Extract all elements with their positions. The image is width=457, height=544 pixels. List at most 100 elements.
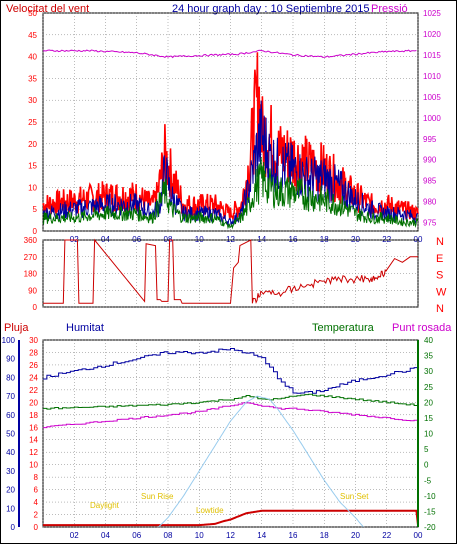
temp-axis-ticks: 02 04 06 08 10 12 14 16 18 20 22 000246810121416182… [2,336,436,540]
pressure-heading: Pressió [371,3,408,15]
y-tick-label: 45 [28,31,37,40]
humidity-heading: Humitat [66,322,104,334]
temperature-tick-label: 20 [424,398,433,407]
rain-tick-label: 70 [6,392,15,401]
y-tick-label: 20 [28,140,37,149]
lowtide-annotation: Lowtide [196,506,224,515]
y-tick-label: 35 [28,74,37,83]
y-tick-label: 0 [33,227,38,236]
dew-point-heading: Punt rosada [392,322,452,334]
y-tick-label: 5 [33,205,38,214]
rain-tick-label: 80 [6,373,15,382]
compass-label: N [436,303,444,315]
temperature-tick-label: 15 [424,414,433,423]
wind-series [42,49,419,230]
y-tick-label: 20 [29,398,38,407]
y-tick-label: 15 [28,162,37,171]
rain-tick-label: 0 [11,523,16,532]
y-right-tick-label: 1015 [423,51,441,60]
y-tick-label: 18 [29,411,38,420]
x-tick-label: 18 [320,531,329,540]
rain-tick-label: 30 [6,467,15,476]
temperature-tick-label: -5 [424,476,432,485]
y-right-tick-label: 1000 [423,114,441,123]
rain-line [43,509,419,527]
compass-label: E [436,253,443,265]
y-right-tick-label: 985 [423,177,437,186]
humidity-line [43,348,419,394]
y-tick-label: 6 [34,486,39,495]
y-right-tick-label: 1025 [423,9,441,18]
y-tick-label: 360 [24,236,38,245]
wind_speed-line [42,100,419,226]
direction-line [43,238,418,304]
temperature-tick-label: 30 [424,367,433,376]
y-right-tick-label: 975 [423,219,437,228]
x-tick-label: 10 [195,531,204,540]
pressure-line [42,49,417,59]
y-tick-label: 26 [29,361,38,370]
direction-series [43,238,418,304]
temperature-heading: Temperatura [312,322,375,334]
y-tick-label: 0 [33,303,38,312]
rain-tick-label: 50 [6,430,15,439]
rain-tick-label: 100 [2,336,16,345]
temperature-line [43,393,419,410]
compass-label: W [436,286,447,298]
sunset-annotation: Sun Set [340,492,369,501]
rain-tick-label: 90 [6,355,15,364]
x-tick-label: 06 [132,531,141,540]
y-tick-label: 270 [24,253,38,262]
y-tick-label: 16 [29,423,38,432]
y-tick-label: 25 [28,118,37,127]
y-tick-label: 90 [28,286,37,295]
rain-heading: Pluja [4,322,29,334]
temperature-tick-label: 5 [424,445,429,454]
x-tick-label: 22 [382,531,391,540]
temperature-tick-label: -10 [424,492,436,501]
y-right-tick-label: 1005 [423,93,441,102]
y-tick-label: 24 [29,373,38,382]
y-right-tick-label: 990 [423,156,437,165]
x-tick-label: 02 [70,531,79,540]
temp-series [43,348,419,528]
x-tick-label: 00 [414,531,423,540]
y-right-tick-label: 1010 [423,72,441,81]
sunrise-annotation: Sun Rise [141,492,174,501]
temperature-tick-label: 0 [424,461,429,470]
y-right-tick-label: 995 [423,135,437,144]
rain-tick-label: 60 [6,411,15,420]
y-tick-label: 30 [29,336,38,345]
x-tick-label: 08 [164,531,173,540]
y-tick-label: 22 [29,386,38,395]
y-tick-label: 12 [29,448,38,457]
wind-pressure-panel: 02 04 06 08 10 12 14 16 18 20 22 000510152025303540… [28,9,441,244]
y-tick-label: 10 [28,183,37,192]
wind-speed-heading: Velocitat del vent [6,3,89,15]
humidity-temperature-panel: 02 04 06 08 10 12 14 16 18 20 22 000246810121416182… [2,336,436,540]
dew_point-line [43,402,419,429]
temperature-tick-label: -15 [424,507,436,516]
y-right-tick-label: 1020 [423,30,441,39]
y-tick-label: 10 [29,461,38,470]
rain-tick-label: 40 [6,448,15,457]
y-tick-label: 4 [34,498,39,507]
y-tick-label: 50 [28,9,37,18]
x-tick-label: 04 [101,531,110,540]
temperature-tick-label: 25 [424,383,433,392]
x-tick-label: 20 [351,531,360,540]
temperature-tick-label: 10 [424,430,433,439]
x-tick-label: 16 [289,531,298,540]
temperature-tick-label: 35 [424,352,433,361]
x-tick-label: 14 [257,531,266,540]
y-tick-label: 40 [28,53,37,62]
compass-label: N [436,236,444,248]
y-tick-label: 30 [28,96,37,105]
y-right-tick-label: 980 [423,198,437,207]
solar_curve-line [158,395,364,528]
temperature-tick-label: -20 [424,523,436,532]
compass-label: S [436,270,443,282]
y-tick-label: 28 [29,348,38,357]
